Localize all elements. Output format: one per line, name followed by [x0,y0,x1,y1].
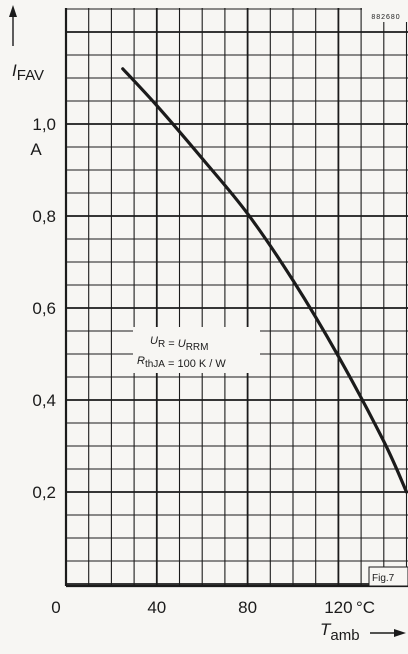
y-tick-label: 0,6 [32,299,56,318]
x-axis-unit: °C [356,598,375,617]
figure-label-box: Fig.7 [369,567,408,586]
x-tick-label: 120 [324,598,352,617]
x-axis-arrow-icon [394,629,406,637]
y-axis-subscript: FAV [17,67,44,84]
x-axis-subscript: amb [330,627,359,644]
x-tick-label: 80 [238,598,257,617]
series-line [123,69,407,492]
y-axis-unit: A [30,140,42,159]
grid [66,8,408,586]
svg-text:IFAV: IFAV [12,61,44,84]
x-tick-label: 0 [51,598,60,617]
y-tick-label: 0,4 [32,391,56,410]
y-axis-arrow-icon [9,5,17,17]
svg-text:Tamb: Tamb [320,620,360,644]
figure-code: 882680 [371,14,400,21]
y-tick-label: 1,0 [32,115,56,134]
figure-label: Fig.7 [372,573,395,584]
series [123,69,407,492]
axes [66,8,408,586]
x-tick-label: 40 [147,598,166,617]
y-tick-label: 0,8 [32,207,56,226]
y-axis-title: IFAV A [9,5,44,159]
y-tick-label: 0,2 [32,483,56,502]
figure-code-box: 882680 [362,8,408,22]
